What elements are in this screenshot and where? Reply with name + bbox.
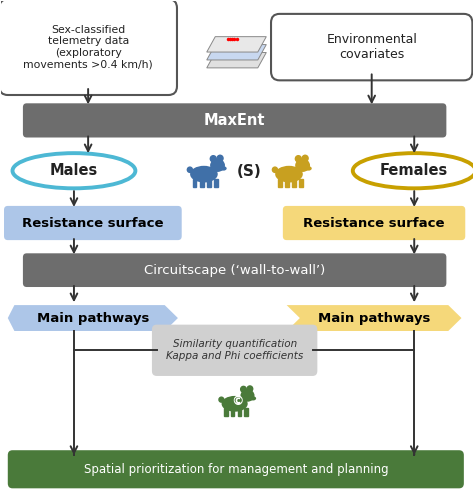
Text: Sex-classified
telemetry data
(exploratory
movements >0.4 km/h): Sex-classified telemetry data (explorato… — [23, 24, 153, 70]
FancyBboxPatch shape — [23, 103, 447, 138]
Text: Main pathways: Main pathways — [36, 312, 149, 324]
FancyBboxPatch shape — [271, 14, 473, 80]
FancyBboxPatch shape — [4, 206, 182, 240]
Ellipse shape — [275, 166, 303, 182]
Bar — [299, 178, 303, 187]
Text: Environmental
covariates: Environmental covariates — [326, 33, 417, 61]
FancyBboxPatch shape — [283, 206, 465, 240]
FancyBboxPatch shape — [8, 450, 464, 489]
Text: Resistance surface: Resistance surface — [22, 217, 164, 229]
Ellipse shape — [353, 153, 474, 188]
Ellipse shape — [305, 166, 312, 171]
Bar — [237, 408, 241, 416]
Text: Spatial prioritization for management and planning: Spatial prioritization for management an… — [83, 463, 388, 476]
Bar — [200, 178, 204, 187]
Ellipse shape — [220, 166, 227, 171]
Polygon shape — [8, 305, 178, 331]
Text: Circuitscape (‘wall-to-wall’): Circuitscape (‘wall-to-wall’) — [144, 264, 325, 277]
Bar — [292, 178, 296, 187]
Text: Males: Males — [50, 163, 98, 178]
Polygon shape — [207, 52, 266, 68]
Circle shape — [302, 155, 308, 161]
Ellipse shape — [295, 159, 310, 172]
Text: Females: Females — [380, 163, 448, 178]
Ellipse shape — [221, 396, 248, 412]
Circle shape — [187, 167, 192, 172]
Ellipse shape — [12, 153, 136, 188]
Ellipse shape — [240, 389, 255, 402]
Text: (S): (S) — [237, 164, 261, 179]
Text: Similarity quantification
Kappa and Phi coefficients: Similarity quantification Kappa and Phi … — [166, 340, 303, 361]
Polygon shape — [207, 45, 266, 60]
FancyBboxPatch shape — [0, 0, 177, 95]
Circle shape — [219, 397, 224, 402]
Bar — [214, 178, 218, 187]
Polygon shape — [207, 37, 266, 52]
Text: ©: © — [232, 395, 244, 408]
Bar — [231, 408, 235, 416]
Text: Resistance surface: Resistance surface — [303, 217, 445, 229]
Circle shape — [217, 155, 223, 161]
FancyBboxPatch shape — [23, 253, 447, 287]
Polygon shape — [287, 305, 462, 331]
Ellipse shape — [190, 166, 218, 182]
Circle shape — [247, 386, 253, 392]
Bar — [224, 408, 228, 416]
Circle shape — [241, 386, 246, 392]
FancyBboxPatch shape — [152, 325, 318, 376]
Circle shape — [210, 156, 216, 162]
Circle shape — [273, 167, 277, 172]
Bar — [285, 178, 289, 187]
Ellipse shape — [210, 159, 225, 172]
Bar — [278, 178, 282, 187]
Bar — [192, 178, 197, 187]
Ellipse shape — [250, 396, 256, 400]
Bar — [207, 178, 211, 187]
Bar — [244, 408, 248, 416]
Circle shape — [295, 156, 301, 162]
Text: MaxEnt: MaxEnt — [204, 113, 265, 128]
Text: Main pathways: Main pathways — [318, 312, 430, 324]
